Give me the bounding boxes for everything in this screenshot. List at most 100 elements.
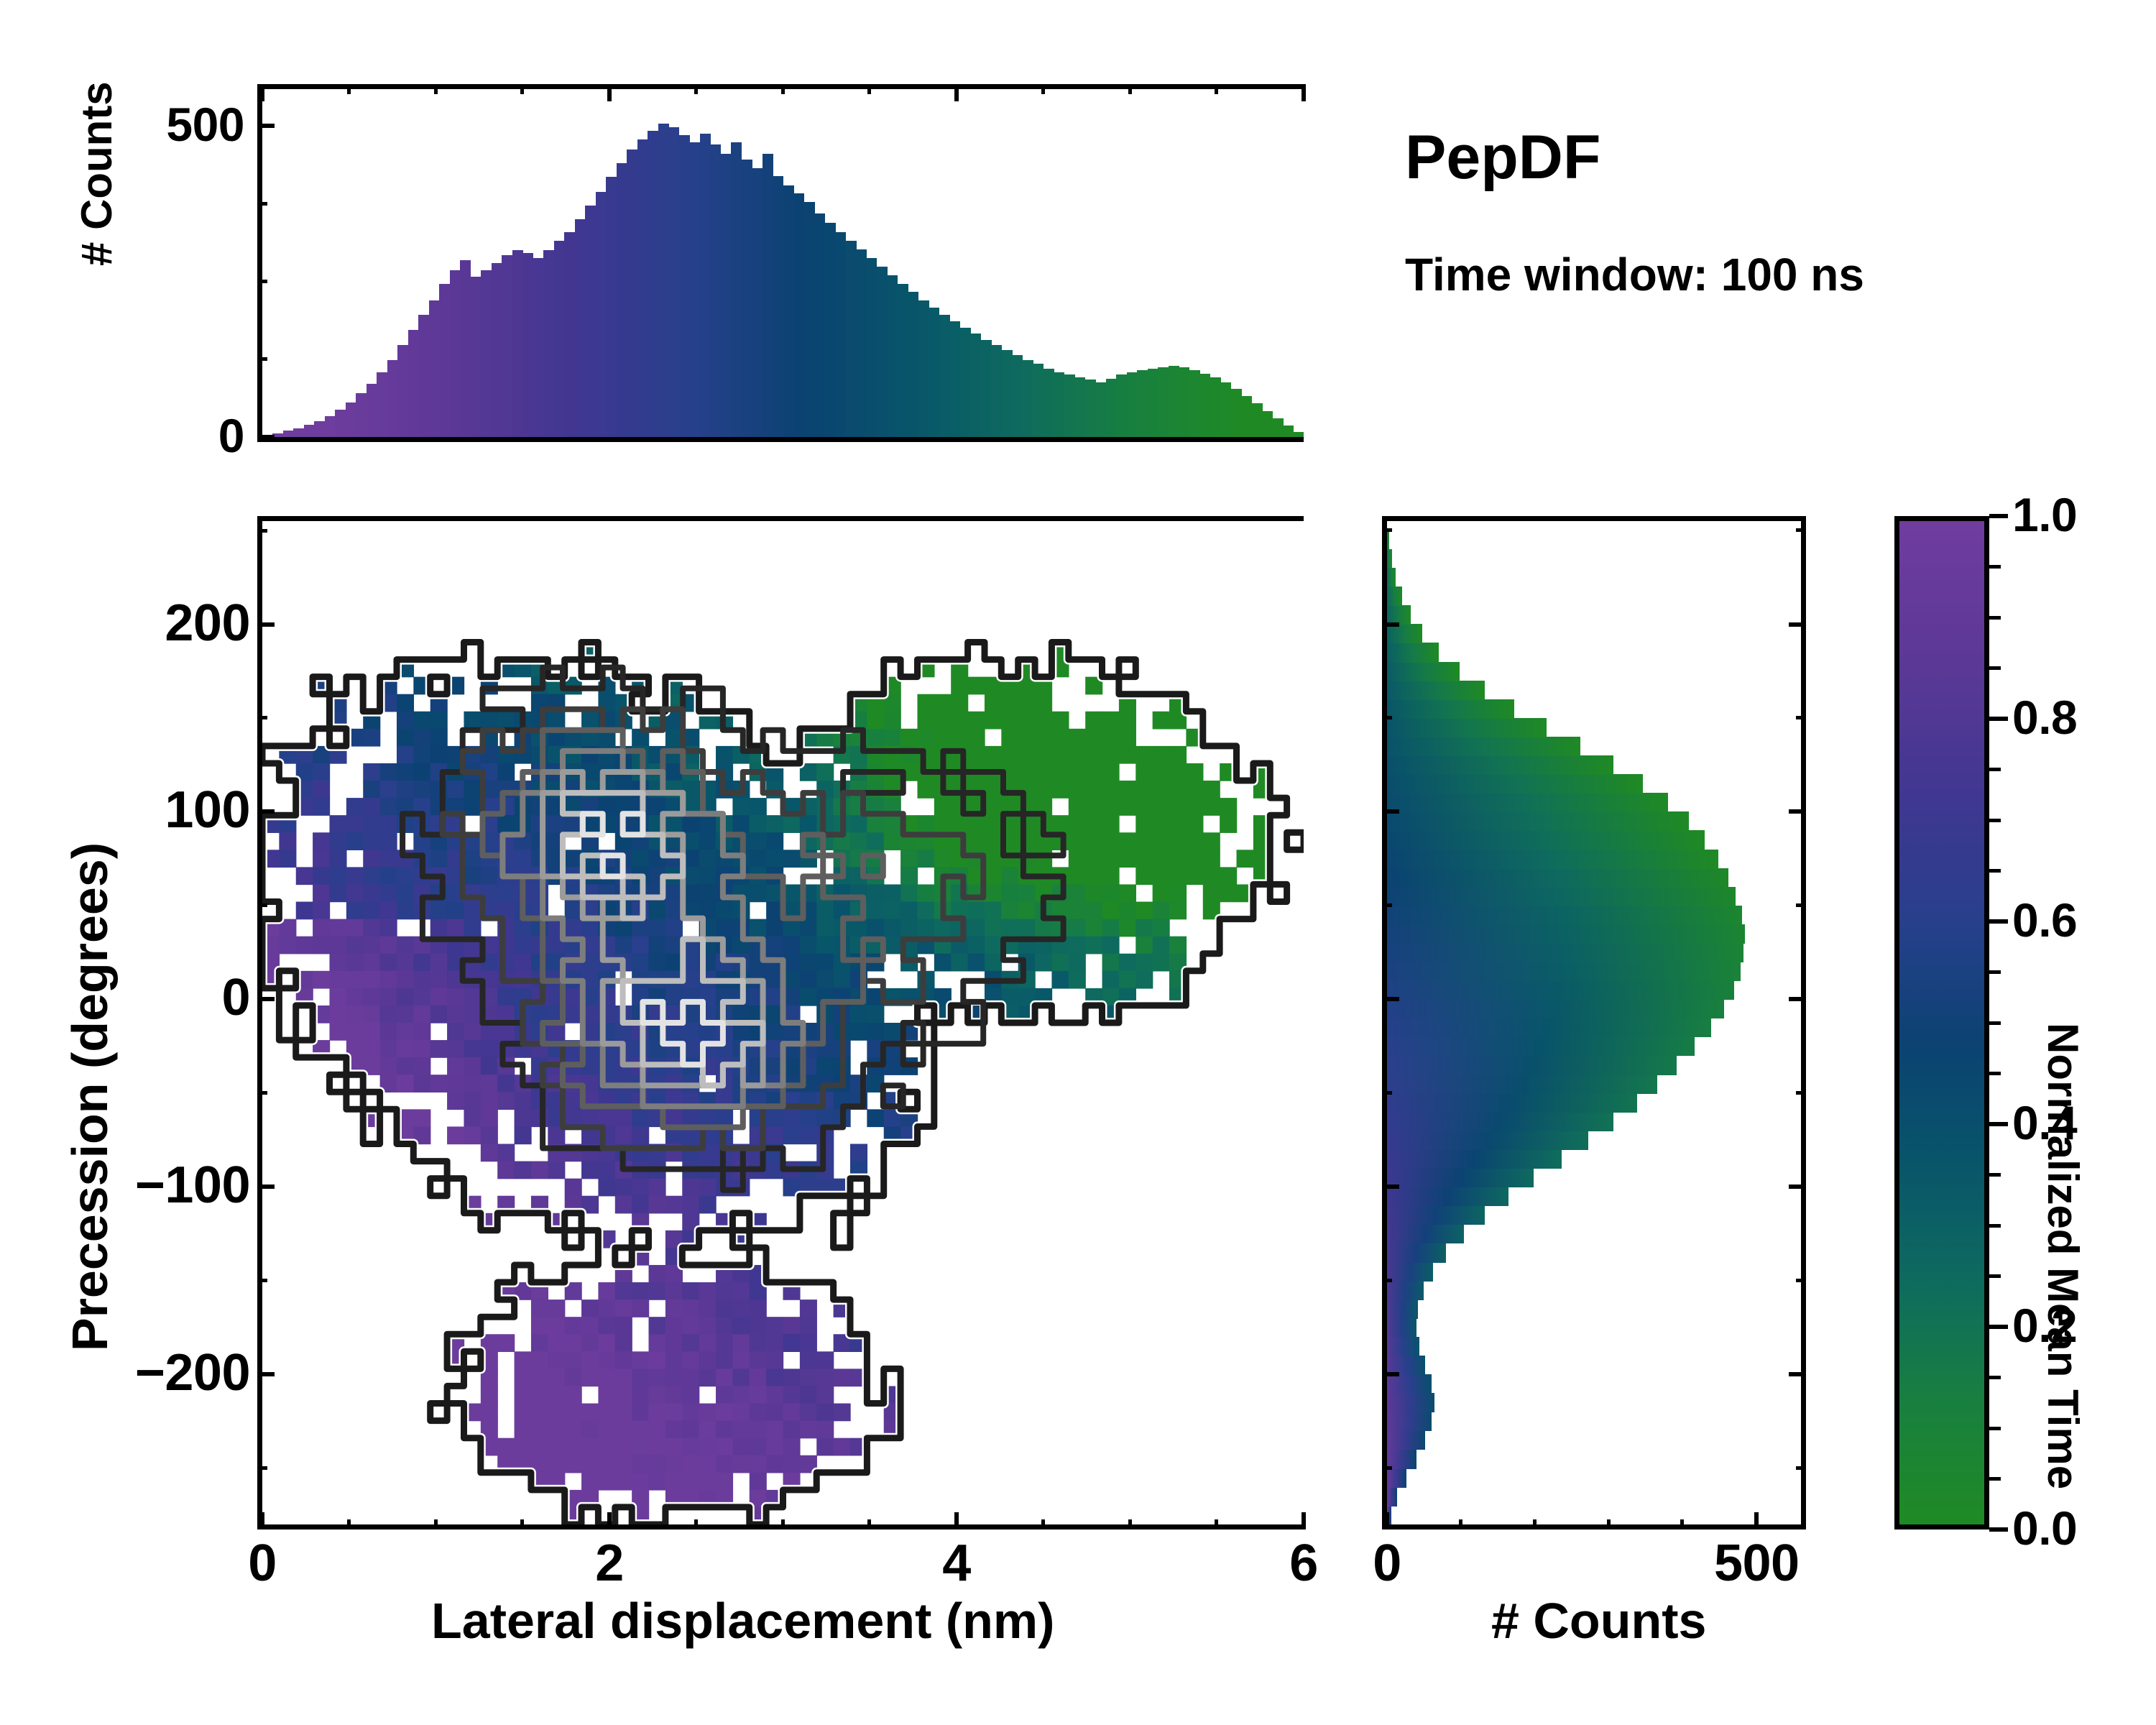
heatmap-cell xyxy=(379,1040,397,1058)
heatmap-cell xyxy=(564,1438,582,1456)
heatmap-cell xyxy=(699,1403,717,1422)
heatmap-cell xyxy=(716,745,734,764)
heatmap-cell xyxy=(783,1057,801,1075)
contour-line xyxy=(579,811,726,1068)
heatmap-cell xyxy=(363,781,381,799)
heatmap-cell xyxy=(548,1334,566,1353)
heatmap-cell xyxy=(564,1005,582,1024)
heatmap-cell xyxy=(799,919,817,937)
heatmap-cell xyxy=(581,1351,599,1370)
heatmap-cell xyxy=(363,988,381,1006)
top-hist-xtick xyxy=(433,84,438,94)
heatmap-cell xyxy=(1051,745,1069,764)
heatmap-cell xyxy=(614,1386,632,1404)
heatmap-cell xyxy=(1152,781,1170,799)
heatmap-cell xyxy=(984,850,1003,868)
right-hist-bar xyxy=(1387,886,1736,906)
right-hist-ytick-right xyxy=(1796,903,1806,907)
heatmap-cell xyxy=(598,1317,616,1335)
colorbar-tick-minor xyxy=(1989,1477,2001,1481)
heatmap-cell xyxy=(1085,936,1103,954)
heatmap-cell xyxy=(1102,884,1120,903)
heatmap-cell xyxy=(581,1438,599,1456)
heatmap-cell xyxy=(1118,728,1136,747)
heatmap-cell xyxy=(1118,711,1136,730)
top-histogram-plot-area xyxy=(262,89,1304,437)
heatmap-cell xyxy=(581,1161,599,1179)
colorbar-tick-minor xyxy=(1989,1376,2001,1379)
heatmap-cell xyxy=(783,1109,801,1128)
heatmap-cell xyxy=(430,919,448,937)
heatmap-cell xyxy=(313,763,331,781)
heatmap-cell xyxy=(548,1386,566,1404)
right-hist-ytick-right xyxy=(1796,528,1806,533)
heatmap-cell xyxy=(1135,936,1153,954)
heatmap-cell xyxy=(548,1368,566,1387)
heatmap-cell xyxy=(497,1144,515,1162)
heatmap-cell xyxy=(480,1092,498,1110)
heatmap-cell xyxy=(363,1040,381,1058)
heatmap-cell xyxy=(917,728,935,747)
heatmap-cell xyxy=(346,1023,364,1041)
heatmap-cell xyxy=(514,1109,532,1128)
right-hist-bar xyxy=(1387,1130,1588,1150)
heatmap-cell xyxy=(632,1472,650,1491)
heatmap-cell xyxy=(396,1040,415,1058)
heatmap-cell xyxy=(682,815,700,833)
heatmap-cell xyxy=(648,1403,666,1422)
main-xtick xyxy=(1041,1519,1045,1530)
heatmap-cell xyxy=(363,953,381,972)
heatmap-cell xyxy=(1068,728,1086,747)
heatmap-cell xyxy=(1068,832,1086,851)
heatmap-cell xyxy=(1186,850,1204,868)
heatmap-cell xyxy=(833,1438,851,1456)
heatmap-cell xyxy=(749,1351,767,1370)
right-hist-xlabel: # Counts xyxy=(1491,1593,1707,1649)
top-hist-bar xyxy=(814,213,826,437)
heatmap-cell xyxy=(732,1403,750,1422)
heatmap-cell xyxy=(1068,970,1086,989)
heatmap-cell xyxy=(1085,763,1103,781)
heatmap-cell xyxy=(1169,867,1187,886)
top-hist-bar xyxy=(866,257,877,437)
heatmap-cell xyxy=(665,763,683,781)
heatmap-cell xyxy=(665,1455,683,1473)
heatmap-cell xyxy=(632,1282,650,1300)
top-hist-bar xyxy=(449,270,461,437)
heatmap-cell xyxy=(951,728,969,747)
heatmap-cell xyxy=(632,1455,650,1473)
heatmap-cell xyxy=(1220,798,1238,816)
main-xtick xyxy=(1215,1519,1219,1530)
right-hist-bar xyxy=(1387,1205,1485,1225)
heatmap-cell xyxy=(665,1403,683,1422)
heatmap-cell xyxy=(480,1126,498,1145)
heatmap-cell xyxy=(867,1109,885,1128)
heatmap-cell xyxy=(346,970,364,989)
heatmap-cell xyxy=(682,1109,700,1128)
top-hist-bar xyxy=(627,150,638,437)
heatmap-cell xyxy=(716,1420,734,1439)
colorbar-tick xyxy=(1989,717,2008,721)
main-xtick-label: 2 xyxy=(595,1535,624,1592)
heatmap-cell xyxy=(917,694,935,712)
heatmap-cell xyxy=(530,798,549,816)
heatmap-cell xyxy=(614,1334,632,1353)
heatmap-cell xyxy=(799,936,817,954)
right-hist-bar xyxy=(1387,1055,1677,1075)
heatmap-cell xyxy=(665,1351,683,1370)
main-xtick-label: 6 xyxy=(1289,1535,1318,1592)
heatmap-cell xyxy=(598,1351,616,1370)
heatmap-cell xyxy=(329,953,347,972)
main-plot-area xyxy=(262,521,1304,1524)
right-hist-xtick-label: 0 xyxy=(1373,1535,1401,1592)
heatmap-cell xyxy=(1035,919,1053,937)
top-hist-bar xyxy=(678,134,690,437)
heatmap-cell xyxy=(648,1264,666,1283)
heatmap-cell xyxy=(934,711,952,730)
top-hist-bar xyxy=(897,284,908,437)
heatmap-cell xyxy=(917,850,935,868)
heatmap-cell xyxy=(396,953,415,972)
top-hist-bar xyxy=(282,431,295,437)
heatmap-cell xyxy=(614,1472,632,1491)
heatmap-cell xyxy=(1018,728,1036,747)
